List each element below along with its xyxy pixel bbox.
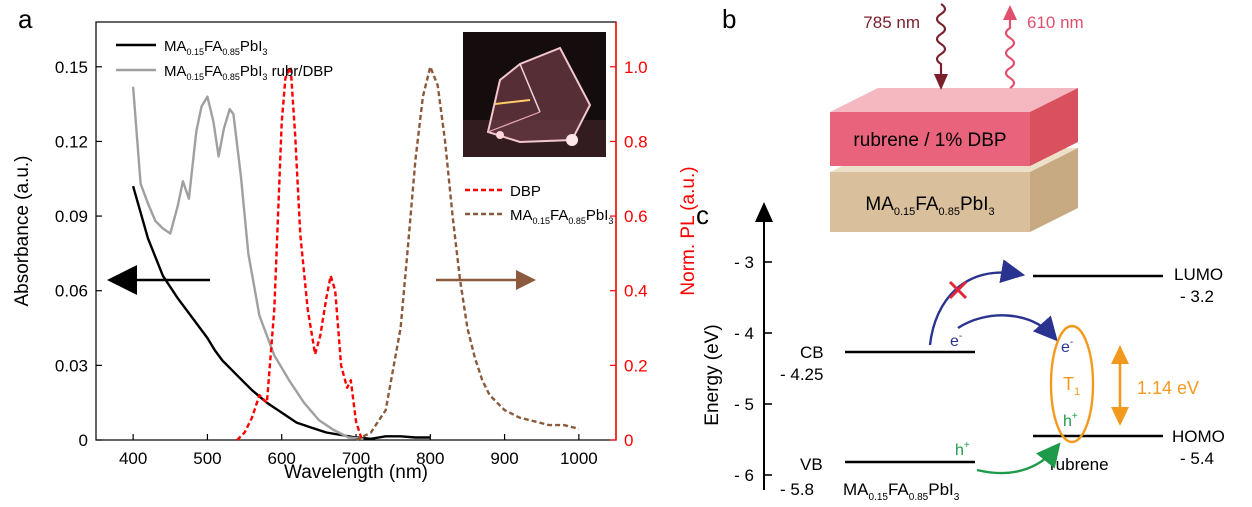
- homo-value: - 5.4: [1180, 449, 1214, 468]
- gap-label: 1.14 eV: [1137, 378, 1199, 398]
- legend-label-absorbance-rubr: MA0.15FA0.85PbI3 rubr/DBP: [164, 63, 333, 82]
- rubrene-layer-top-face: [830, 88, 1078, 112]
- y-tick-label: 0.15: [55, 58, 88, 77]
- energy-tick-label-3: - 3: [734, 253, 754, 272]
- triplet-label: T1: [1063, 374, 1080, 398]
- y2-tick-label: 0: [624, 431, 633, 450]
- x-tick-label: 700: [342, 449, 370, 468]
- y-tick-label: 0.06: [55, 282, 88, 301]
- lumo-value: - 3.2: [1180, 287, 1214, 306]
- x-tick-label: 500: [193, 449, 221, 468]
- energy-tick-label-4: - 4: [734, 324, 754, 343]
- y-tick-label: 0.03: [55, 356, 88, 375]
- rubrene-layer-side-face: [1030, 88, 1078, 166]
- device-stack: rubrene / 1% DBP MA0.15FA0.85PbI3: [830, 88, 1078, 232]
- legend-label-perov-pl: MA0.15FA0.85PbI3: [510, 207, 613, 226]
- right-axis-arrow-head: [516, 270, 536, 290]
- gap-arrow-head-up: [1111, 345, 1129, 364]
- x-tick-label: 400: [119, 449, 147, 468]
- x-tick-label: 800: [416, 449, 444, 468]
- y-tick-label: 0: [79, 431, 88, 450]
- gap-arrow-head-down: [1111, 407, 1129, 426]
- energy-diagram: Energy (eV) - 3 - 4 - 5 - 6 LUMO - 3.2 H…: [702, 202, 1225, 503]
- y2-axis-title: Norm. PL (a.u.): [678, 166, 699, 295]
- y2-tick-label: 0.2: [624, 356, 648, 375]
- electron-label-perov: e-: [950, 331, 962, 350]
- energy-tick-label-5: - 5: [734, 395, 754, 414]
- legend-label-absorbance: MA0.15FA0.85PbI3: [164, 38, 267, 57]
- series-line-0: [131, 185, 431, 440]
- perov-layer: [830, 172, 1030, 232]
- y-tick-label: 0.12: [55, 132, 88, 151]
- y2-tick-label: 1.0: [624, 58, 648, 77]
- rubrene-label: rubrene: [1050, 455, 1109, 474]
- energy-axis-title: Energy (eV): [702, 324, 723, 425]
- excitation-photon: [935, 3, 947, 82]
- homo-label: HOMO: [1172, 427, 1225, 446]
- crystal-photo-inset: [463, 32, 606, 157]
- cb-value: - 4.25: [780, 365, 823, 384]
- perov-layer-side-face: [1030, 148, 1078, 232]
- electron-transfer-arrow: [957, 314, 1058, 342]
- panel-b-label: b: [722, 4, 736, 34]
- emission-arrow-head: [1003, 5, 1017, 20]
- excitation-arrow-head: [934, 74, 948, 90]
- cb-label: CB: [800, 343, 824, 362]
- hole-transfer-arrow: [976, 442, 1061, 475]
- triplet-exciton-ellipse: [1049, 324, 1095, 444]
- lumo-label: LUMO: [1174, 265, 1223, 284]
- emission-label: 610 nm: [1027, 13, 1084, 32]
- y2-tick-label: 0.6: [624, 207, 648, 226]
- perovskite-label: MA0.15FA0.85PbI3: [843, 480, 960, 503]
- hole-label-rubrene: h+: [1063, 411, 1078, 430]
- rubrene-layer: [830, 112, 1030, 166]
- panel-a-label: a: [18, 4, 33, 34]
- rubrene-layer-label: rubrene / 1% DBP: [853, 130, 1006, 151]
- series-line-2: [236, 65, 364, 441]
- x-tick-label: 600: [268, 449, 296, 468]
- emission-photon: [1004, 16, 1016, 89]
- energy-tick-label-6: - 6: [734, 466, 754, 485]
- legend-label-dbp: DBP: [510, 183, 541, 200]
- blocked-electron-arrow: [928, 259, 1026, 346]
- series-line-1: [131, 86, 364, 440]
- hole-label-perov: h+: [955, 440, 970, 459]
- x-tick-label: 1000: [560, 449, 598, 468]
- y-tick-label: 0.09: [55, 207, 88, 226]
- y2-tick-label: 0.4: [624, 282, 648, 301]
- electron-label-rubrene: e-: [1061, 337, 1073, 356]
- energy-axis-head: [755, 202, 773, 222]
- series-line-3: [355, 65, 580, 442]
- blocked-cross-icon: [948, 280, 968, 300]
- x-tick-label: 900: [490, 449, 518, 468]
- panel-c-label: c: [696, 200, 709, 230]
- perov-layer-label: MA0.15FA0.85PbI3: [865, 194, 994, 218]
- vb-value: - 5.8: [780, 480, 814, 499]
- excitation-label: 785 nm: [863, 13, 920, 32]
- x-axis-title: Wavelength (nm): [284, 462, 428, 483]
- y2-tick-label: 0.8: [624, 132, 648, 151]
- vb-label: VB: [800, 455, 823, 474]
- y-axis-title: Absorbance (a.u.): [12, 155, 33, 306]
- absorbance-pl-chart: Wavelength (nm) Absorbance (a.u.) Norm. …: [12, 21, 699, 483]
